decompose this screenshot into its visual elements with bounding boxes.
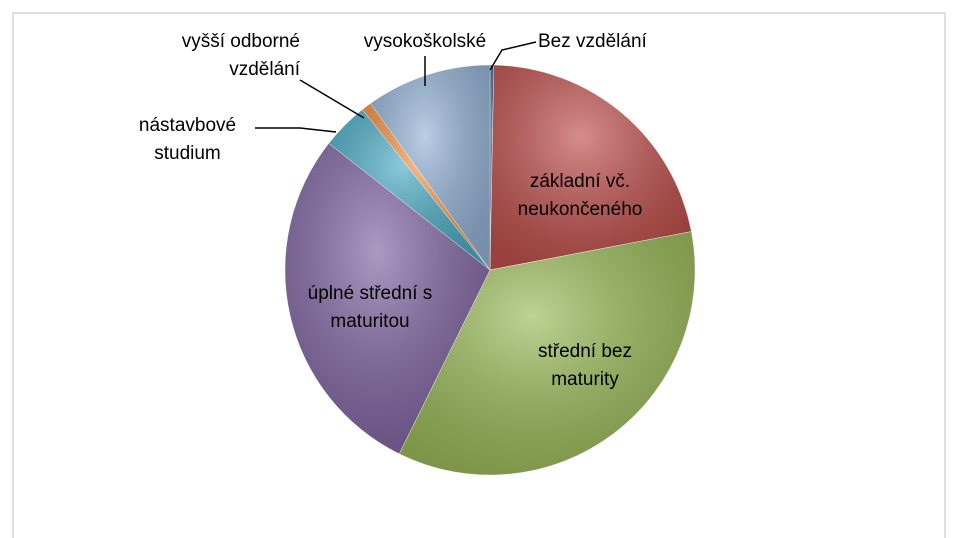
label-box: vyšší odborné vzdělání <box>181 31 300 80</box>
leader-line <box>299 79 365 119</box>
leader-line <box>489 41 537 71</box>
slice-label: Bez vzdělání <box>538 31 647 52</box>
slice-label: vyšší odborné vzdělání <box>181 31 300 80</box>
slice-label: nástavbové studium <box>138 115 237 164</box>
slice-label: úplné střední s maturitou <box>307 283 433 332</box>
slice-label: vysokoškolské <box>363 31 487 52</box>
label-box: úplné střední s maturitou <box>307 283 433 332</box>
chart-frame <box>12 12 946 538</box>
label-box: základní vč. neukončeného <box>517 171 643 220</box>
slice-label: střední bez maturity <box>538 341 632 390</box>
label-box: nástavbové studium <box>138 115 237 164</box>
leader-line <box>255 127 337 133</box>
slice-label: základní vč. neukončeného <box>517 171 643 220</box>
label-box: Bez vzdělání <box>538 31 647 52</box>
label-box: vysokoškolské <box>363 31 487 52</box>
label-box: střední bez maturity <box>538 341 632 390</box>
